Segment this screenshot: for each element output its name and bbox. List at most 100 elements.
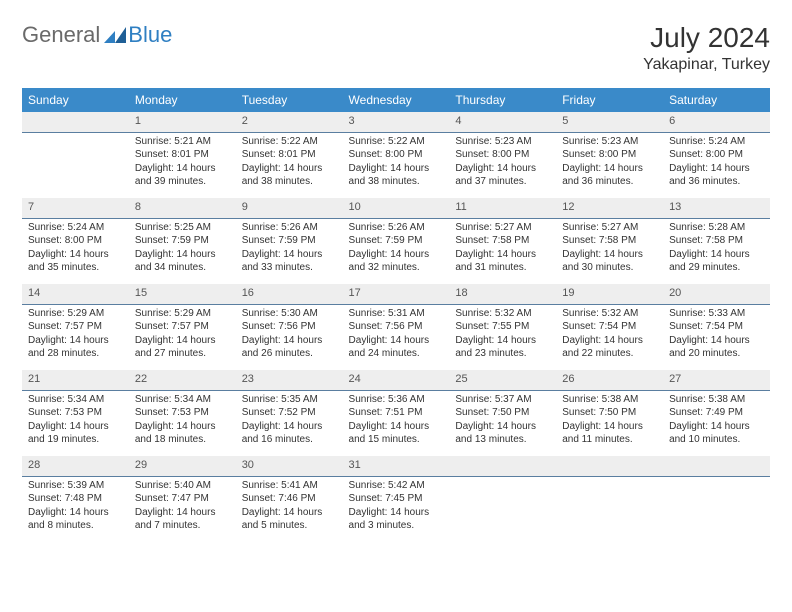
calendar-day-cell: 19Sunrise: 5:32 AMSunset: 7:54 PMDayligh… [556,284,663,370]
daylight-text: Daylight: 14 hours [135,163,230,176]
day-content: Sunrise: 5:26 AMSunset: 7:59 PMDaylight:… [236,219,343,280]
calendar-day-cell: 7Sunrise: 5:24 AMSunset: 8:00 PMDaylight… [22,198,129,284]
daylight-text: and 8 minutes. [28,520,123,533]
weekday-header: Wednesday [343,88,450,112]
title-block: July 2024 Yakapinar, Turkey [643,22,770,74]
day-number: 27 [663,370,770,390]
calendar-day-cell: 23Sunrise: 5:35 AMSunset: 7:52 PMDayligh… [236,370,343,456]
day-number: 22 [129,370,236,390]
calendar-day-cell: 24Sunrise: 5:36 AMSunset: 7:51 PMDayligh… [343,370,450,456]
daylight-text: and 11 minutes. [562,434,657,447]
daylight-text: Daylight: 14 hours [562,249,657,262]
daylight-text: Daylight: 14 hours [242,421,337,434]
sunset-text: Sunset: 8:00 PM [349,149,444,162]
weekday-header: Sunday [22,88,129,112]
daylight-text: and 24 minutes. [349,348,444,361]
day-number-row [22,112,129,133]
day-number: 6 [663,112,770,132]
sunrise-text: Sunrise: 5:32 AM [455,308,550,321]
sunrise-text: Sunrise: 5:22 AM [349,136,444,149]
day-number: 16 [236,284,343,304]
sunset-text: Sunset: 8:00 PM [562,149,657,162]
sunset-text: Sunset: 7:53 PM [135,407,230,420]
day-content: Sunrise: 5:23 AMSunset: 8:00 PMDaylight:… [449,133,556,194]
logo-mark-icon [104,27,126,43]
sunset-text: Sunset: 7:52 PM [242,407,337,420]
sunrise-text: Sunrise: 5:23 AM [562,136,657,149]
daylight-text: Daylight: 14 hours [669,421,764,434]
sunset-text: Sunset: 8:01 PM [135,149,230,162]
sunrise-text: Sunrise: 5:28 AM [669,222,764,235]
daylight-text: Daylight: 14 hours [349,249,444,262]
calendar-day-cell: 13Sunrise: 5:28 AMSunset: 7:58 PMDayligh… [663,198,770,284]
day-content: Sunrise: 5:22 AMSunset: 8:00 PMDaylight:… [343,133,450,194]
daylight-text: and 30 minutes. [562,262,657,275]
day-number-row: 27 [663,370,770,391]
sunset-text: Sunset: 7:54 PM [562,321,657,334]
calendar-week-row: 21Sunrise: 5:34 AMSunset: 7:53 PMDayligh… [22,370,770,456]
daylight-text: Daylight: 14 hours [242,335,337,348]
day-content: Sunrise: 5:29 AMSunset: 7:57 PMDaylight:… [22,305,129,366]
day-number-row: 24 [343,370,450,391]
sunset-text: Sunset: 7:59 PM [242,235,337,248]
day-number-row: 28 [22,456,129,477]
day-number-row [663,456,770,477]
daylight-text: Daylight: 14 hours [349,507,444,520]
day-content: Sunrise: 5:27 AMSunset: 7:58 PMDaylight:… [556,219,663,280]
day-number: 4 [449,112,556,132]
daylight-text: Daylight: 14 hours [562,421,657,434]
daylight-text: and 35 minutes. [28,262,123,275]
sunrise-text: Sunrise: 5:27 AM [455,222,550,235]
day-content: Sunrise: 5:30 AMSunset: 7:56 PMDaylight:… [236,305,343,366]
month-title: July 2024 [643,22,770,54]
weekday-row: SundayMondayTuesdayWednesdayThursdayFrid… [22,88,770,112]
day-number: 7 [22,198,129,218]
sunset-text: Sunset: 7:46 PM [242,493,337,506]
calendar-week-row: 1Sunrise: 5:21 AMSunset: 8:01 PMDaylight… [22,112,770,198]
calendar-day-cell: 28Sunrise: 5:39 AMSunset: 7:48 PMDayligh… [22,456,129,542]
day-number: 29 [129,456,236,476]
daylight-text: and 31 minutes. [455,262,550,275]
day-number-row: 16 [236,284,343,305]
daylight-text: Daylight: 14 hours [455,163,550,176]
daylight-text: Daylight: 14 hours [349,335,444,348]
sunrise-text: Sunrise: 5:26 AM [242,222,337,235]
sunrise-text: Sunrise: 5:21 AM [135,136,230,149]
day-number: 5 [556,112,663,132]
daylight-text: and 15 minutes. [349,434,444,447]
day-content: Sunrise: 5:31 AMSunset: 7:56 PMDaylight:… [343,305,450,366]
calendar-day-cell: 29Sunrise: 5:40 AMSunset: 7:47 PMDayligh… [129,456,236,542]
sunrise-text: Sunrise: 5:23 AM [455,136,550,149]
sunset-text: Sunset: 7:48 PM [28,493,123,506]
daylight-text: Daylight: 14 hours [242,163,337,176]
day-content: Sunrise: 5:42 AMSunset: 7:45 PMDaylight:… [343,477,450,538]
day-number-row: 11 [449,198,556,219]
day-content: Sunrise: 5:24 AMSunset: 8:00 PMDaylight:… [22,219,129,280]
day-number-row: 10 [343,198,450,219]
sunset-text: Sunset: 7:45 PM [349,493,444,506]
calendar-head: SundayMondayTuesdayWednesdayThursdayFrid… [22,88,770,112]
day-number: 26 [556,370,663,390]
day-number-row: 17 [343,284,450,305]
day-number-row: 5 [556,112,663,133]
sunrise-text: Sunrise: 5:24 AM [28,222,123,235]
calendar-day-cell: 12Sunrise: 5:27 AMSunset: 7:58 PMDayligh… [556,198,663,284]
daylight-text: and 18 minutes. [135,434,230,447]
day-content: Sunrise: 5:33 AMSunset: 7:54 PMDaylight:… [663,305,770,366]
calendar-day-cell: 16Sunrise: 5:30 AMSunset: 7:56 PMDayligh… [236,284,343,370]
daylight-text: and 39 minutes. [135,176,230,189]
calendar-empty-cell [663,456,770,542]
calendar-body: 1Sunrise: 5:21 AMSunset: 8:01 PMDaylight… [22,112,770,542]
calendar-day-cell: 10Sunrise: 5:26 AMSunset: 7:59 PMDayligh… [343,198,450,284]
day-number: 1 [129,112,236,132]
daylight-text: Daylight: 14 hours [135,421,230,434]
weekday-header: Friday [556,88,663,112]
daylight-text: Daylight: 14 hours [242,249,337,262]
day-number-row: 9 [236,198,343,219]
calendar-week-row: 7Sunrise: 5:24 AMSunset: 8:00 PMDaylight… [22,198,770,284]
sunrise-text: Sunrise: 5:38 AM [669,394,764,407]
day-number-row: 30 [236,456,343,477]
daylight-text: and 7 minutes. [135,520,230,533]
calendar-day-cell: 11Sunrise: 5:27 AMSunset: 7:58 PMDayligh… [449,198,556,284]
day-content: Sunrise: 5:23 AMSunset: 8:00 PMDaylight:… [556,133,663,194]
